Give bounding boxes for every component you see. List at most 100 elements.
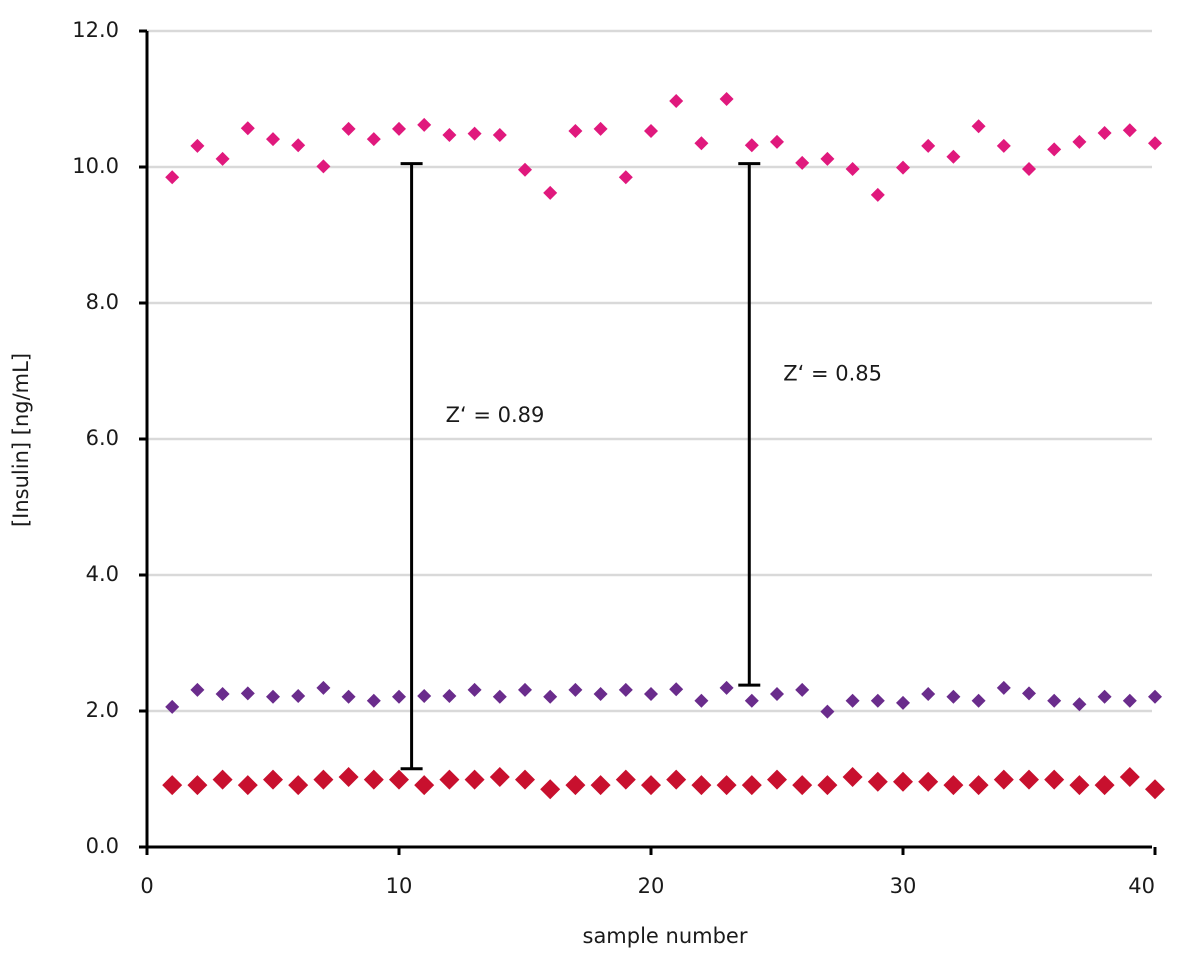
data-point [618, 682, 633, 697]
data-point [770, 134, 784, 149]
data-point [165, 699, 180, 714]
data-point [316, 159, 331, 174]
data-point [162, 775, 183, 796]
data-point [842, 766, 863, 787]
data-point [515, 769, 535, 790]
data-point [366, 693, 381, 708]
data-point [593, 687, 608, 701]
annotation: Zʻ = 0.85 [783, 361, 882, 385]
data-point [467, 682, 482, 697]
data-point [719, 92, 734, 106]
data-point [1119, 766, 1140, 787]
data-point [946, 149, 961, 164]
data-point [741, 775, 762, 796]
data-point [492, 128, 507, 143]
data-point [870, 187, 885, 202]
data-point [1069, 775, 1090, 796]
y-tick-label: 12.0 [72, 18, 119, 42]
data-point [1019, 769, 1039, 790]
data-point [795, 155, 810, 170]
data-point [767, 769, 787, 790]
data-point [263, 769, 283, 790]
data-point [820, 704, 835, 719]
data-point [165, 170, 180, 185]
data-point [618, 170, 633, 185]
data-point [518, 162, 532, 177]
data-point [593, 121, 608, 136]
data-point [366, 132, 381, 147]
data-point [341, 121, 356, 136]
x-tick-label: 0 [140, 874, 153, 898]
x-tick-label: 20 [638, 874, 665, 898]
data-point [795, 682, 810, 697]
data-point [1122, 123, 1137, 138]
data-point [1148, 689, 1162, 704]
data-point [921, 687, 936, 701]
data-point [442, 128, 457, 143]
data-point [392, 689, 406, 704]
data-point [1122, 693, 1137, 708]
x-axis-label: sample number [583, 924, 748, 948]
data-point [971, 119, 986, 134]
data-point [993, 769, 1014, 790]
data-point [820, 151, 835, 166]
data-point [338, 766, 359, 787]
y-tick-label: 6.0 [86, 426, 119, 450]
data-point [467, 126, 482, 141]
data-point [968, 775, 989, 796]
data-point [439, 769, 460, 790]
data-point [744, 138, 759, 153]
data-point [417, 689, 432, 704]
data-point [896, 160, 910, 175]
data-point [1094, 775, 1115, 796]
y-tick-label: 8.0 [86, 290, 119, 314]
data-point [666, 769, 687, 790]
data-point [918, 771, 939, 792]
data-point [845, 693, 860, 708]
data-point [215, 151, 230, 166]
data-point [1022, 162, 1036, 177]
data-point [1097, 126, 1112, 140]
data-point [1145, 779, 1165, 800]
y-tick-label: 0.0 [86, 834, 119, 858]
y-tick-label: 4.0 [86, 562, 119, 586]
data-point [1044, 769, 1065, 790]
data-point [190, 138, 205, 153]
data-point [770, 687, 784, 701]
data-point [266, 132, 280, 147]
data-point [543, 689, 558, 704]
y-axis-label: [Insulin] [ng/mL] [9, 353, 33, 527]
data-point [291, 138, 306, 153]
y-tick-label: 2.0 [86, 698, 119, 722]
data-point [1148, 136, 1162, 151]
data-point [1072, 697, 1087, 712]
annotation: Zʻ = 0.89 [446, 403, 545, 427]
data-point [266, 689, 280, 704]
data-point [489, 766, 510, 787]
data-point [389, 769, 409, 790]
data-point [870, 693, 885, 708]
data-point [1072, 134, 1087, 149]
data-point [543, 185, 558, 200]
data-point [615, 769, 636, 790]
data-point [893, 771, 913, 792]
data-point [565, 775, 586, 796]
data-point [291, 689, 306, 704]
data-point [744, 693, 759, 708]
data-point [540, 779, 561, 800]
data-point [442, 689, 457, 704]
data-point [996, 680, 1011, 695]
data-point [417, 117, 432, 132]
data-point [341, 689, 356, 704]
data-point [288, 775, 309, 796]
data-point [644, 123, 658, 138]
data-point [669, 94, 684, 109]
data-point [644, 687, 658, 701]
data-point [641, 775, 661, 796]
data-point [316, 680, 331, 695]
y-tick-label: 10.0 [72, 154, 119, 178]
data-point [187, 775, 208, 796]
data-point [1022, 686, 1036, 701]
data-point [1097, 689, 1112, 704]
data-point [414, 775, 435, 796]
